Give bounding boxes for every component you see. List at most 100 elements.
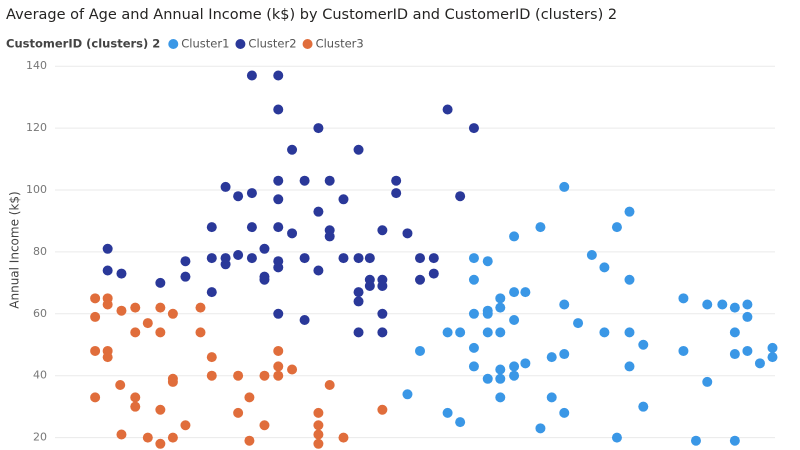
- data-point: [259, 274, 270, 285]
- data-point: [273, 194, 284, 205]
- data-point: [115, 380, 126, 390]
- data-point: [754, 358, 765, 369]
- data-point: [206, 370, 217, 381]
- data-point: [415, 345, 426, 356]
- data-point: [559, 299, 570, 310]
- legend-label[interactable]: Cluster3: [316, 37, 364, 51]
- data-point: [287, 228, 298, 239]
- data-point: [273, 222, 284, 233]
- data-point: [130, 401, 141, 412]
- data-point: [559, 407, 570, 418]
- data-point: [468, 123, 479, 134]
- data-point: [299, 315, 310, 325]
- data-point: [246, 188, 257, 199]
- data-point: [377, 327, 388, 338]
- legend-marker: [168, 39, 179, 49]
- data-point: [353, 327, 364, 338]
- data-point: [495, 364, 506, 375]
- legend: CustomerID (clusters) 2 Cluster1 Cluster2…: [6, 37, 364, 51]
- data-point: [690, 435, 701, 446]
- data-point: [273, 104, 284, 115]
- legend-marker: [235, 39, 246, 49]
- plot-area: [90, 70, 778, 449]
- data-point: [167, 432, 178, 443]
- data-point: [509, 315, 520, 325]
- data-point: [180, 271, 191, 282]
- data-point: [116, 305, 127, 316]
- data-point: [455, 417, 466, 428]
- data-point: [167, 376, 178, 387]
- data-point: [338, 432, 349, 443]
- legend-label[interactable]: Cluster1: [181, 37, 229, 51]
- grid: 20 40 60 80 100 120 140: [26, 59, 775, 444]
- data-point: [377, 308, 388, 319]
- y-tick-label: 60: [33, 307, 47, 320]
- y-tick-label: 140: [26, 59, 47, 72]
- data-point: [495, 327, 506, 338]
- data-point: [468, 253, 479, 264]
- data-point: [273, 370, 284, 381]
- legend-label[interactable]: Cluster2: [248, 37, 296, 51]
- data-point: [313, 123, 324, 134]
- data-point: [273, 70, 284, 81]
- data-point: [90, 311, 101, 322]
- data-point: [520, 358, 531, 369]
- y-tick-label: 80: [33, 245, 47, 258]
- data-point: [377, 404, 388, 415]
- data-point: [313, 407, 324, 418]
- data-point: [482, 256, 493, 267]
- data-point: [599, 262, 610, 273]
- data-point: [767, 342, 778, 353]
- data-point: [624, 327, 635, 338]
- data-point: [482, 373, 493, 384]
- data-point: [324, 231, 335, 242]
- data-point: [220, 181, 231, 192]
- data-point: [729, 302, 740, 313]
- data-point: [313, 206, 324, 217]
- data-point: [353, 287, 364, 298]
- data-point: [90, 345, 101, 356]
- data-point: [638, 339, 649, 350]
- data-point: [455, 327, 466, 338]
- data-point: [495, 373, 506, 384]
- data-point: [509, 287, 520, 298]
- data-point: [402, 228, 413, 239]
- data-point: [102, 352, 113, 363]
- data-point: [559, 181, 570, 192]
- data-point: [273, 361, 284, 372]
- data-point: [495, 293, 506, 304]
- data-point: [742, 299, 753, 310]
- data-point: [391, 188, 402, 199]
- data-point: [246, 70, 257, 81]
- data-point: [624, 274, 635, 285]
- data-point: [353, 296, 364, 307]
- y-axis-title: Annual Income (k$): [8, 191, 22, 308]
- data-point: [611, 432, 622, 443]
- data-point: [338, 253, 349, 264]
- y-tick-label: 120: [26, 121, 47, 134]
- data-point: [520, 287, 531, 298]
- data-point: [90, 392, 101, 403]
- data-point: [180, 420, 191, 431]
- data-point: [233, 250, 244, 260]
- data-point: [155, 327, 166, 338]
- data-point: [509, 370, 520, 381]
- data-point: [638, 401, 649, 412]
- data-point: [509, 231, 520, 242]
- data-point: [338, 194, 349, 205]
- data-point: [206, 253, 217, 264]
- data-point: [678, 345, 689, 356]
- data-point: [729, 327, 740, 338]
- data-point: [246, 253, 257, 264]
- chart-title: Average of Age and Annual Income (k$) by…: [6, 7, 617, 23]
- data-point: [167, 308, 178, 319]
- data-point: [102, 243, 113, 254]
- data-point: [455, 191, 466, 202]
- data-point: [90, 293, 101, 304]
- data-point: [259, 243, 270, 254]
- data-point: [353, 144, 364, 155]
- data-point: [233, 191, 244, 202]
- data-point: [364, 253, 375, 264]
- data-point: [206, 352, 217, 363]
